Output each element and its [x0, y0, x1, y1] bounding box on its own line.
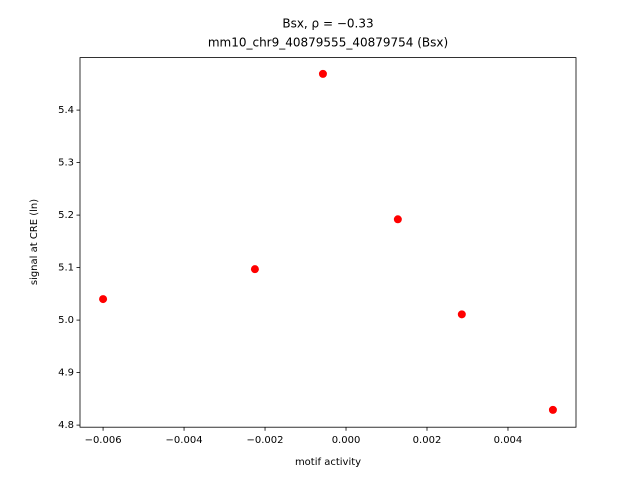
y-tick-label: 5.3: [58, 158, 74, 169]
point: [318, 69, 327, 78]
y-tick-label: 5.1: [58, 263, 74, 274]
point: [393, 215, 402, 224]
point: [548, 405, 557, 414]
plot-frame: [79, 57, 577, 428]
y-tick-label: 4.8: [58, 420, 74, 431]
x-tick-label: −0.006: [85, 435, 122, 446]
x-axis-label: motif activity: [295, 457, 361, 468]
y-tick-label: 5.0: [58, 315, 74, 326]
chart-title: Bsx, ρ = −0.33: [282, 17, 373, 31]
chart-subtitle: mm10_chr9_40879555_40879754 (Bsx): [208, 36, 448, 50]
x-tick-label: 0.000: [332, 435, 361, 446]
y-tick-label: 4.9: [58, 368, 74, 379]
x-tick-label: −0.002: [247, 435, 284, 446]
x-tick-label: 0.004: [494, 435, 523, 446]
point: [250, 265, 259, 274]
x-tick-label: 0.002: [413, 435, 442, 446]
point: [99, 295, 108, 304]
x-tick-label: −0.004: [166, 435, 203, 446]
y-axis-label: signal at CRE (ln): [29, 199, 40, 285]
y-tick-label: 5.2: [58, 210, 74, 221]
y-tick-label: 5.4: [58, 105, 74, 116]
point: [457, 310, 466, 319]
